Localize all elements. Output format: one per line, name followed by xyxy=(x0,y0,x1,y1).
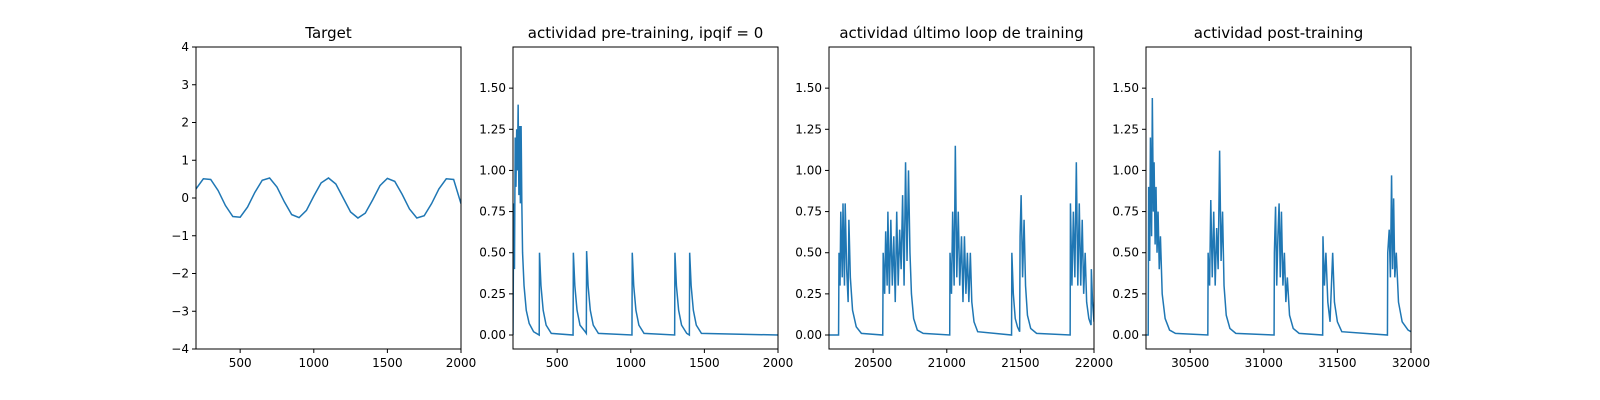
y-tick-label: 3 xyxy=(181,78,189,92)
y-tick-label: 0.25 xyxy=(479,287,506,301)
y-tick-label: −4 xyxy=(171,342,189,356)
y-tick-label: 1.00 xyxy=(1112,163,1139,177)
y-tick-label: 1.00 xyxy=(795,163,822,177)
x-tick-label: 500 xyxy=(546,356,569,370)
subplot-title: actividad post-training xyxy=(1194,24,1363,42)
y-tick-label: 1.25 xyxy=(1112,122,1139,136)
x-tick-label: 1000 xyxy=(616,356,647,370)
axes-frame xyxy=(1145,46,1412,350)
y-tick-label: −2 xyxy=(171,267,189,281)
y-tick-label: 0.00 xyxy=(1112,328,1139,342)
y-tick-label: 4 xyxy=(181,40,189,54)
data-line xyxy=(1146,98,1411,336)
y-tick-label: 0.25 xyxy=(1112,287,1139,301)
y-tick-label: 0.50 xyxy=(479,246,506,260)
subplot-title: actividad último loop de training xyxy=(839,24,1083,42)
x-tick-label: 32000 xyxy=(1392,356,1430,370)
y-tick-label: 0.50 xyxy=(1112,246,1139,260)
y-tick-label: −1 xyxy=(171,229,189,243)
y-tick-label: 1.25 xyxy=(795,122,822,136)
x-tick-label: 20500 xyxy=(854,356,892,370)
y-tick-label: −3 xyxy=(171,304,189,318)
subplot-title: actividad pre-training, ipqif = 0 xyxy=(528,24,764,42)
x-tick-label: 2000 xyxy=(446,356,477,370)
x-tick-label: 30500 xyxy=(1171,356,1209,370)
x-tick-label: 500 xyxy=(229,356,252,370)
y-tick-label: 0.50 xyxy=(795,246,822,260)
y-tick-label: 1 xyxy=(181,153,189,167)
x-tick-label: 1000 xyxy=(299,356,330,370)
y-tick-label: 0.75 xyxy=(795,205,822,219)
y-tick-label: 0.00 xyxy=(795,328,822,342)
y-tick-label: 0.75 xyxy=(1112,205,1139,219)
axes-frame xyxy=(828,46,1095,350)
y-tick-label: 1.25 xyxy=(479,122,506,136)
y-tick-label: 0 xyxy=(181,191,189,205)
x-tick-label: 21500 xyxy=(1001,356,1039,370)
axes-frame xyxy=(195,46,462,350)
y-tick-label: 0.75 xyxy=(479,205,506,219)
x-tick-label: 22000 xyxy=(1075,356,1113,370)
data-line xyxy=(513,104,778,337)
axes-frame xyxy=(512,46,779,350)
subplot-title: Target xyxy=(304,24,352,42)
y-tick-label: 1.50 xyxy=(479,81,506,95)
x-tick-label: 1500 xyxy=(372,356,403,370)
x-tick-label: 31500 xyxy=(1318,356,1356,370)
y-tick-label: 1.50 xyxy=(795,81,822,95)
data-line xyxy=(196,177,461,219)
data-line xyxy=(829,145,1094,336)
y-tick-label: 0.25 xyxy=(795,287,822,301)
x-tick-label: 1500 xyxy=(689,356,720,370)
x-tick-label: 21000 xyxy=(928,356,966,370)
x-tick-label: 2000 xyxy=(763,356,794,370)
y-tick-label: 0.00 xyxy=(479,328,506,342)
y-tick-label: 2 xyxy=(181,116,189,130)
y-tick-label: 1.50 xyxy=(1112,81,1139,95)
x-tick-label: 31000 xyxy=(1245,356,1283,370)
y-tick-label: 1.00 xyxy=(479,163,506,177)
